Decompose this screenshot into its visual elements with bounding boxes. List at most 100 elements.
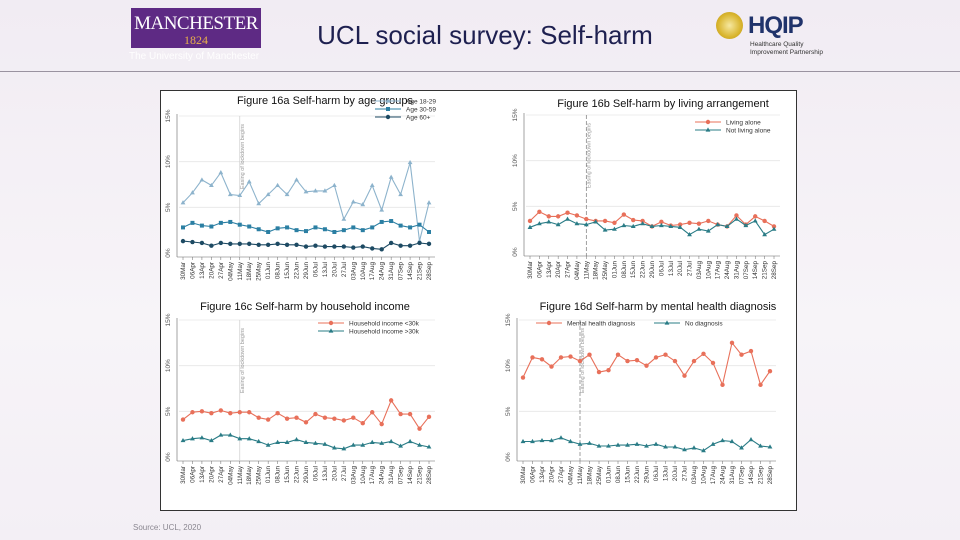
data-point <box>530 438 535 444</box>
data-point <box>687 232 692 237</box>
x-tick-label: 28Sep <box>426 262 433 281</box>
data-point <box>407 438 413 444</box>
hqip-subtitle: Healthcare Quality Improvement Partnersh… <box>750 41 823 56</box>
x-tick-label: 20Jul <box>331 262 338 277</box>
data-point <box>555 222 561 227</box>
y-tick-label: 5% <box>512 201 519 211</box>
y-tick-label: 10% <box>512 154 519 167</box>
x-tick-label: 24Aug <box>724 261 731 280</box>
data-point <box>228 241 233 247</box>
data-point <box>266 229 271 234</box>
data-point <box>284 191 290 197</box>
data-point <box>677 222 683 227</box>
y-tick-label: 5% <box>165 406 172 416</box>
legend-marker <box>705 119 711 125</box>
data-point <box>341 446 347 451</box>
slide-title: UCL social survey: Self-harm <box>317 20 653 50</box>
data-point <box>593 219 599 224</box>
data-point <box>691 358 697 364</box>
header-divider <box>0 71 960 72</box>
x-tick-label: 29Jun <box>303 262 310 280</box>
legend-label: Living alone <box>726 119 761 126</box>
data-point <box>208 182 214 188</box>
data-point <box>743 222 749 228</box>
x-tick-label: 13Apr <box>546 261 553 278</box>
x-tick-label: 06Apr <box>189 466 196 483</box>
data-point <box>663 444 668 449</box>
x-tick-label: 03Aug <box>696 261 703 280</box>
x-tick-label: 14Sep <box>748 466 755 485</box>
data-point <box>584 216 589 222</box>
data-point <box>265 442 271 447</box>
data-point <box>275 226 280 231</box>
data-point <box>341 216 347 221</box>
data-point <box>536 221 542 226</box>
x-tick-label: 10Aug <box>360 466 367 485</box>
y-tick-label: 15% <box>165 109 172 122</box>
data-point <box>180 238 186 244</box>
data-point <box>546 214 551 219</box>
x-tick-label: 15Jun <box>625 466 632 484</box>
x-tick-label: 17Aug <box>369 262 376 281</box>
legend-marker <box>385 98 391 103</box>
data-point <box>644 363 649 368</box>
data-point <box>331 445 337 450</box>
data-point <box>720 437 725 443</box>
data-point <box>331 182 337 188</box>
data-point <box>360 228 365 233</box>
data-point <box>767 368 773 374</box>
data-point <box>360 244 365 249</box>
x-tick-label: 07Sep <box>743 261 750 280</box>
data-point <box>729 340 735 346</box>
data-point <box>294 242 299 247</box>
x-tick-label: 15Jun <box>284 466 291 484</box>
data-point <box>558 355 564 360</box>
x-tick-label: 01Jun <box>606 466 613 484</box>
data-point <box>606 443 611 448</box>
data-point <box>284 416 290 421</box>
y-tick-label: 10% <box>165 155 172 168</box>
data-point <box>527 224 533 229</box>
data-point <box>706 218 711 224</box>
data-point <box>621 222 627 228</box>
data-point <box>322 244 328 249</box>
legend-marker <box>546 320 552 326</box>
lockdown-easing-label: Easing of lockdown begins <box>240 328 246 393</box>
data-point <box>351 415 356 420</box>
y-tick-label: 0% <box>512 247 519 257</box>
data-point <box>322 227 327 232</box>
data-point <box>313 243 318 248</box>
university-of-manchester-logo: MANCHESTER 1824 <box>131 8 261 48</box>
data-point <box>771 224 777 229</box>
x-tick-label: 20Apr <box>549 466 556 483</box>
x-tick-label: 06Apr <box>530 466 537 483</box>
x-tick-label: 18May <box>246 465 253 485</box>
data-point <box>625 358 630 364</box>
data-point <box>190 220 195 225</box>
chart-d: Figure 16d Self-harm by mental health di… <box>505 301 777 485</box>
data-point <box>574 213 580 218</box>
x-tick-label: 31Aug <box>388 262 395 281</box>
x-tick-label: 25May <box>256 465 263 485</box>
data-point <box>539 357 545 362</box>
x-tick-label: 13Apr <box>199 262 206 279</box>
data-point <box>724 223 730 229</box>
data-point <box>677 224 683 229</box>
data-point <box>691 445 697 450</box>
data-point <box>426 200 432 205</box>
data-point <box>398 411 403 417</box>
x-tick-label: 20Apr <box>208 262 215 279</box>
y-tick-label: 0% <box>165 452 172 462</box>
x-tick-label: 07Sep <box>739 466 746 485</box>
data-point <box>199 223 204 228</box>
x-tick-label: 20Apr <box>208 466 215 483</box>
data-point <box>587 352 592 357</box>
x-tick-label: 14Sep <box>407 466 414 485</box>
data-point <box>218 240 224 246</box>
data-point <box>294 228 299 233</box>
data-point <box>696 221 702 226</box>
data-point <box>304 229 308 234</box>
data-point <box>640 221 646 226</box>
y-tick-label: 10% <box>505 359 512 372</box>
y-tick-label: 0% <box>165 248 172 258</box>
